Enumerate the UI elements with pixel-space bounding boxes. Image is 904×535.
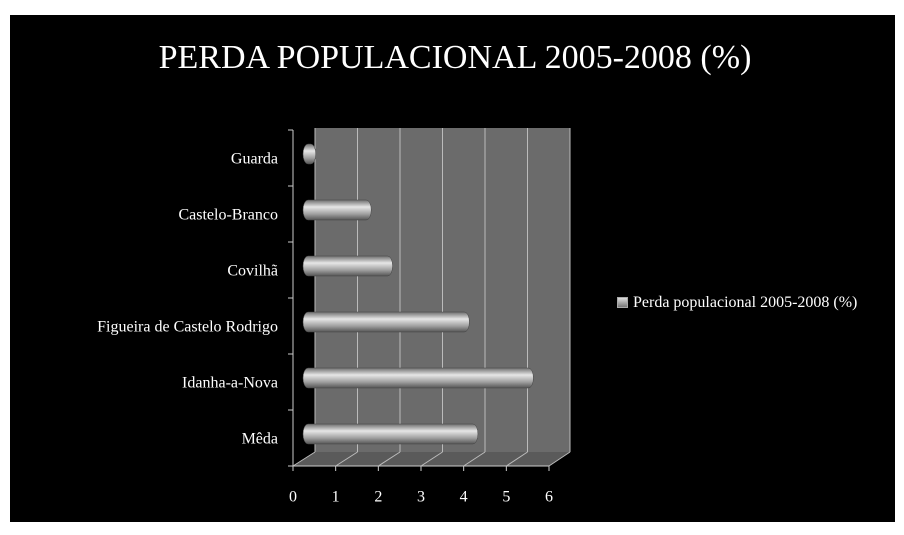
floor-grid-line — [420, 451, 443, 467]
x-tick-label: 5 — [502, 489, 510, 506]
bar — [302, 143, 317, 165]
x-tick-label: 6 — [545, 489, 553, 506]
y-tick-label: Covilhã — [227, 263, 278, 280]
floor-grid-line — [335, 451, 358, 467]
y-tick-label: Castelo-Branco — [178, 207, 278, 224]
bar — [302, 423, 479, 445]
legend-label: Perda populacional 2005-2008 (%) — [633, 294, 858, 311]
y-tick-label: Figueira de Castelo Rodrigo — [97, 319, 278, 336]
y-tick-label: Mêda — [242, 431, 278, 448]
floor-grid-line — [506, 451, 528, 467]
floor-grid-line — [292, 451, 316, 467]
x-tick-label: 1 — [332, 489, 340, 506]
bar — [302, 367, 534, 389]
bar — [302, 199, 372, 221]
floor-grid-line — [463, 451, 486, 467]
floor-grid-line — [378, 451, 401, 467]
legend-swatch — [617, 297, 628, 308]
chart-title: PERDA POPULACIONAL 2005-2008 (%) — [159, 39, 752, 76]
x-tick-label: 3 — [417, 489, 425, 506]
bar — [302, 255, 393, 277]
y-tick-label: Idanha-a-Nova — [182, 375, 278, 392]
y-tick-label: Guarda — [231, 151, 278, 168]
bar — [302, 311, 470, 333]
x-tick-label: 0 — [289, 489, 297, 506]
x-tick-label: 4 — [460, 489, 468, 506]
x-tick-label: 2 — [374, 489, 382, 506]
floor-grid-line — [548, 451, 571, 467]
